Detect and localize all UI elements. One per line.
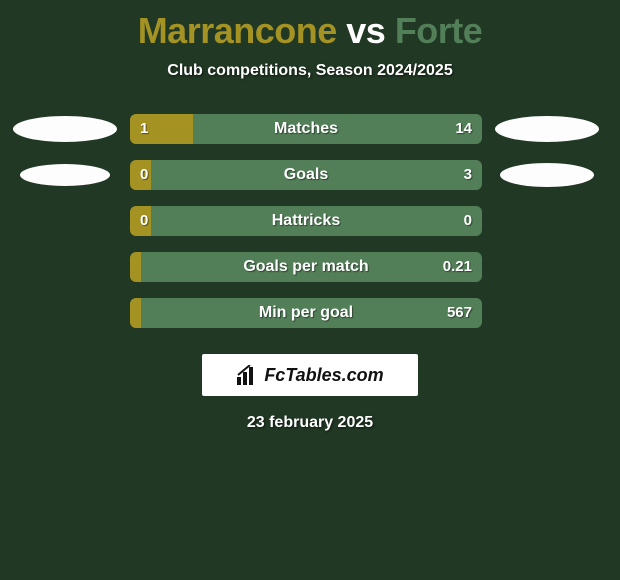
stat-label: Goals xyxy=(130,160,482,190)
stat-bar: 567Min per goal xyxy=(130,298,482,328)
team-marker-left xyxy=(20,164,110,186)
stat-bar: 0.21Goals per match xyxy=(130,252,482,282)
stat-label: Hattricks xyxy=(130,206,482,236)
stat-row: 00Hattricks xyxy=(0,198,620,244)
page-title: Marrancone vs Forte xyxy=(0,0,620,52)
right-marker-slot xyxy=(482,163,612,187)
stat-label: Matches xyxy=(130,114,482,144)
stat-bar: 114Matches xyxy=(130,114,482,144)
stat-label: Min per goal xyxy=(130,298,482,328)
stat-bar: 00Hattricks xyxy=(130,206,482,236)
brand-badge[interactable]: FcTables.com xyxy=(202,354,418,396)
title-player1: Marrancone xyxy=(138,10,337,51)
stat-bar: 03Goals xyxy=(130,160,482,190)
stat-row: 114Matches xyxy=(0,106,620,152)
left-marker-slot xyxy=(0,164,130,186)
stat-label: Goals per match xyxy=(130,252,482,282)
stat-row: 03Goals xyxy=(0,152,620,198)
left-marker-slot xyxy=(0,116,130,142)
brand-text: FcTables.com xyxy=(264,365,383,386)
title-player2: Forte xyxy=(395,10,483,51)
team-marker-right xyxy=(500,163,594,187)
subtitle: Club competitions, Season 2024/2025 xyxy=(0,62,620,80)
stat-row: 0.21Goals per match xyxy=(0,244,620,290)
comparison-chart: 114Matches 03Goals 00Hattricks 0.21Goals pe… xyxy=(0,106,620,336)
footer-date: 23 february 2025 xyxy=(0,414,620,432)
bars-icon xyxy=(236,365,258,385)
right-marker-slot xyxy=(482,116,612,142)
title-vs: vs xyxy=(337,10,395,51)
team-marker-left xyxy=(13,116,117,142)
team-marker-right xyxy=(495,116,599,142)
stat-row: 567Min per goal xyxy=(0,290,620,336)
